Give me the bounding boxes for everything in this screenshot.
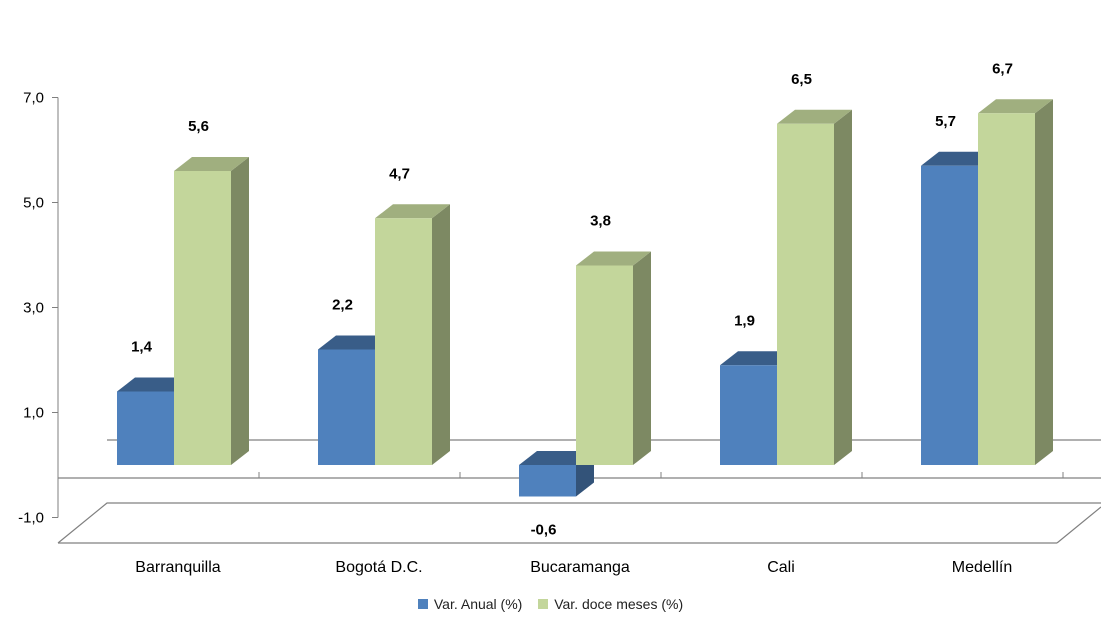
bar — [576, 251, 651, 465]
bar-top — [318, 335, 393, 350]
bar-side — [432, 204, 450, 465]
bar-chart: -1,0 1,0 3,0 5,0 7,0 Barranquilla Bogotá… — [18, 60, 1101, 576]
x-tick-label: Bogotá D.C. — [335, 559, 422, 576]
bar-front — [921, 165, 978, 465]
bar-top — [978, 99, 1053, 114]
legend-swatch — [538, 599, 549, 609]
bar-front — [174, 171, 231, 465]
bar-front — [777, 123, 834, 465]
bar — [777, 109, 852, 465]
bar-top — [117, 377, 192, 392]
bar-front — [978, 113, 1035, 465]
bar — [375, 204, 450, 465]
bars — [117, 99, 1053, 497]
data-label: 1,4 — [131, 339, 153, 356]
data-label: 3,8 — [590, 213, 611, 230]
bar-top — [519, 451, 594, 465]
data-label: 6,7 — [992, 60, 1013, 77]
bar-top — [375, 204, 450, 219]
y-tick-label: 7,0 — [23, 90, 44, 107]
data-labels: 1,4 2,2 -0,6 1,9 5,7 5,6 4,7 3,8 6,5 6,7 — [131, 60, 1013, 538]
x-tick-label: Cali — [767, 559, 795, 576]
data-label: 2,2 — [332, 297, 353, 314]
floor-back-edge — [57, 502, 1101, 544]
data-label: 1,9 — [734, 312, 755, 329]
bar-top — [777, 109, 852, 124]
data-label: 4,7 — [389, 165, 410, 182]
bar-top — [174, 157, 249, 171]
bar-side — [834, 109, 852, 465]
bar-front — [375, 218, 432, 465]
data-label: 5,6 — [188, 118, 209, 135]
y-tick-label: 1,0 — [23, 405, 44, 422]
legend-item-var-anual: Var. Anual (%) — [417, 596, 523, 612]
y-axis: -1,0 1,0 3,0 5,0 7,0 — [18, 90, 44, 527]
x-tick-label: Medellín — [952, 559, 1012, 576]
legend-label: Var. Anual (%) — [433, 596, 523, 612]
floor-right-edge — [1056, 506, 1101, 544]
bar-front — [519, 465, 576, 497]
bar-front — [720, 365, 777, 465]
legend-swatch — [417, 599, 428, 609]
bar-side — [1035, 99, 1053, 465]
data-label: 6,5 — [791, 71, 812, 88]
bar-front — [576, 265, 633, 465]
bar — [174, 157, 249, 465]
bar-side — [231, 157, 249, 465]
bar-top — [921, 151, 996, 166]
x-axis: Barranquilla Bogotá D.C. Bucaramanga Cal… — [135, 559, 1012, 576]
bar-top — [576, 251, 651, 266]
data-label: 5,7 — [935, 113, 956, 130]
bar — [978, 99, 1053, 465]
legend-item-var-doce-meses: Var. doce meses (%) — [538, 596, 683, 612]
bar-top — [720, 351, 795, 366]
legend: Var. Anual (%) Var. doce meses (%) — [0, 596, 1101, 612]
x-tick-label: Bucaramanga — [530, 559, 630, 576]
y-tick-label: 3,0 — [23, 300, 44, 317]
data-label: -0,6 — [531, 522, 557, 539]
bar-front — [318, 349, 375, 465]
y-tick-label: 5,0 — [23, 195, 44, 212]
y-tick-label: -1,0 — [18, 510, 44, 527]
x-tick-label: Barranquilla — [135, 559, 220, 576]
bar-side — [633, 251, 651, 465]
bar-front — [117, 391, 174, 465]
legend-label: Var. doce meses (%) — [554, 596, 684, 612]
